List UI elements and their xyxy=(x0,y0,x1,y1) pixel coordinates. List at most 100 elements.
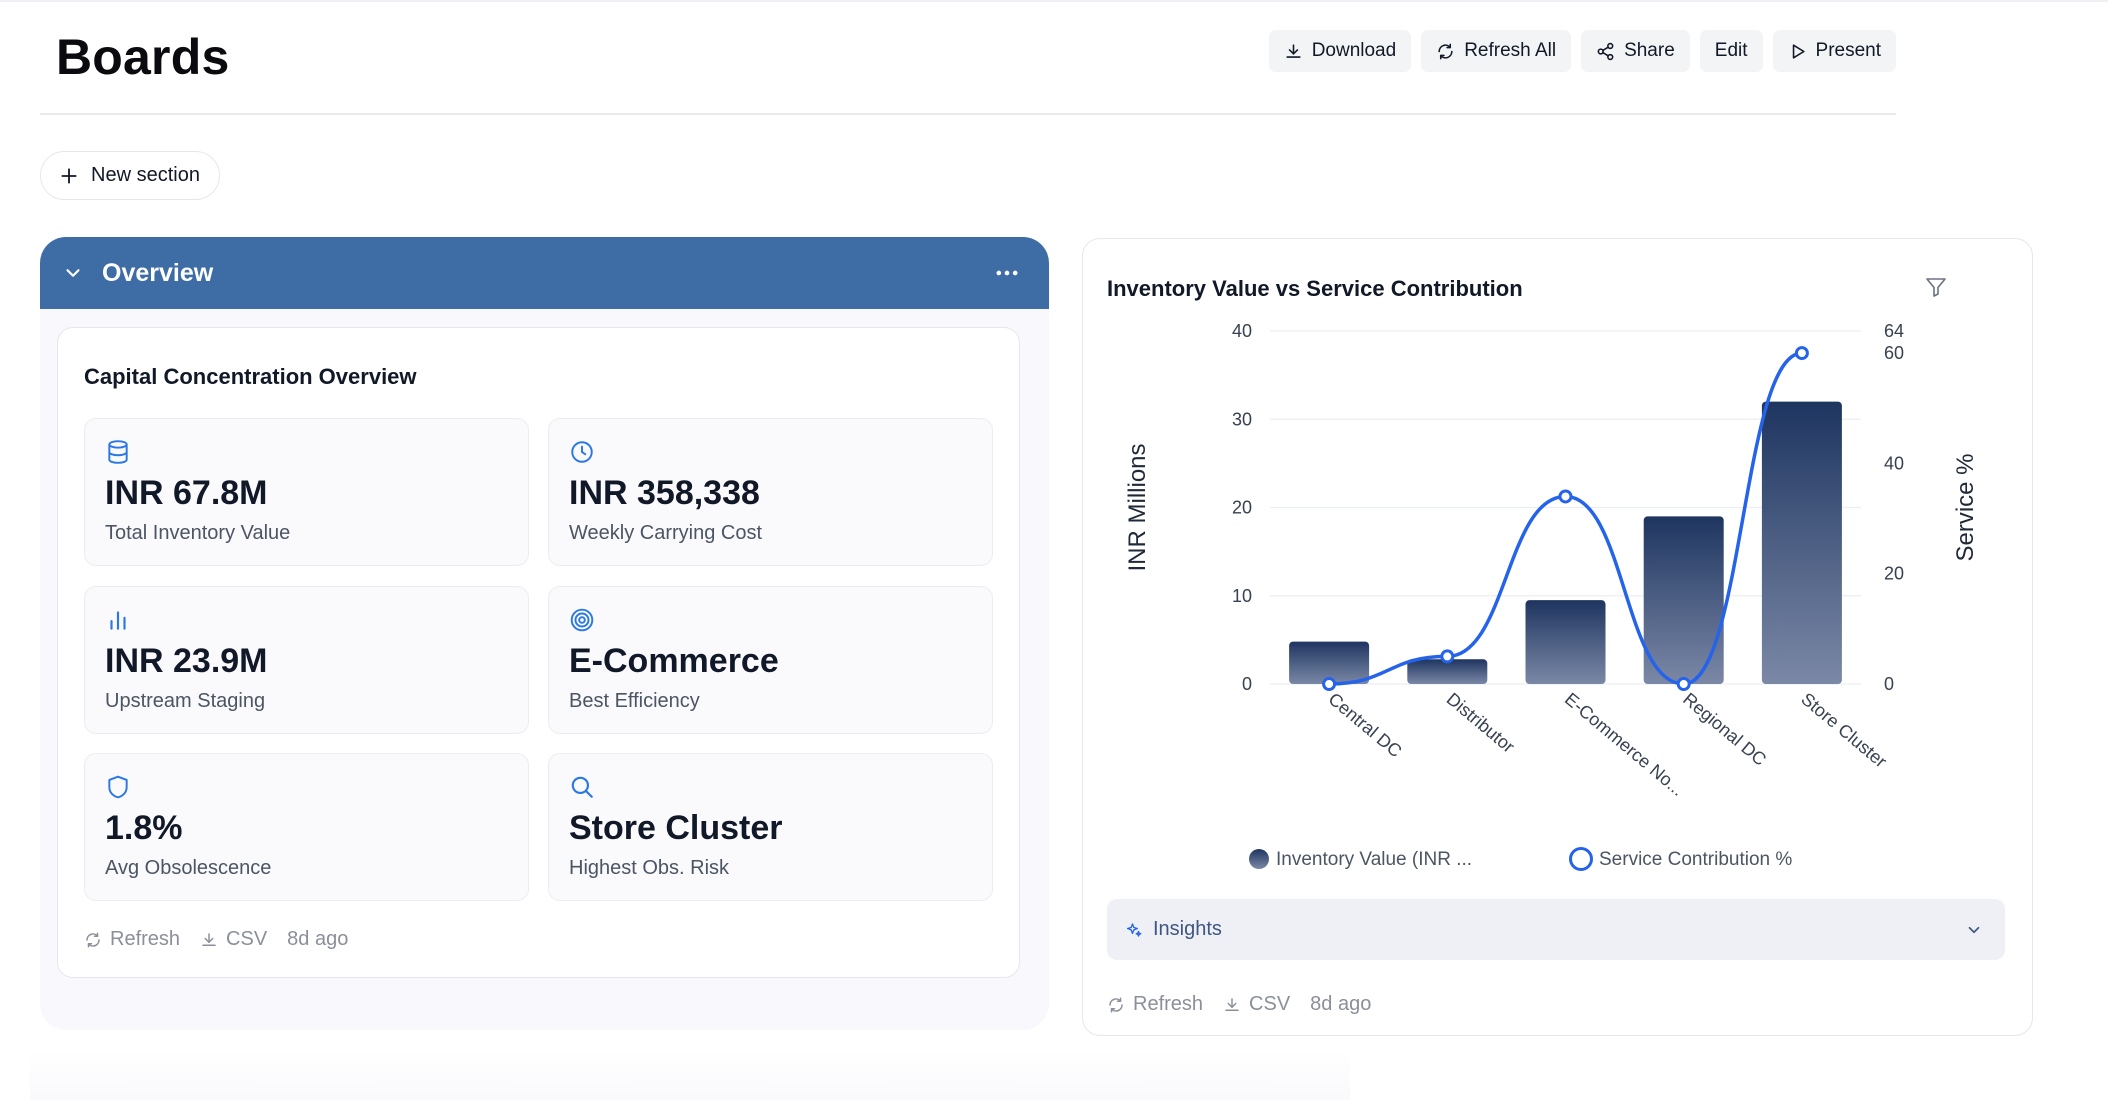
refresh-all-label: Refresh All xyxy=(1464,40,1557,61)
chart-bar xyxy=(1407,659,1488,684)
insights-panel[interactable]: Insights xyxy=(1107,899,2005,960)
kpi-label: Avg Obsolescence xyxy=(105,857,272,879)
search-icon xyxy=(571,776,593,798)
edit-button[interactable]: Edit xyxy=(1699,30,1763,72)
bar-chart-icon xyxy=(110,611,126,630)
share-icon xyxy=(1597,42,1614,60)
kpi-tile: INR 358,338 Weekly Carrying Cost xyxy=(548,418,993,566)
y2-tick-label: 40 xyxy=(1884,453,1904,473)
csv-label: CSV xyxy=(1249,993,1291,1015)
play-icon xyxy=(1792,43,1805,59)
filter-icon[interactable] xyxy=(1924,275,1948,299)
y-tick-label: 40 xyxy=(1232,321,1252,341)
x-tick-label: Store Cluster xyxy=(1797,689,1890,772)
target-icon xyxy=(570,608,594,632)
refresh-all-button[interactable]: Refresh All xyxy=(1421,30,1572,72)
section-header[interactable]: Overview xyxy=(40,237,1049,309)
series-point xyxy=(1322,677,1337,691)
y2-tick-label: 60 xyxy=(1884,343,1904,363)
chart-bar xyxy=(1643,516,1724,684)
kpi-card-title: Capital Concentration Overview xyxy=(84,364,417,389)
toolbar: Download Refresh All Share Edit Present xyxy=(1268,30,1896,72)
series-point xyxy=(1676,677,1691,691)
refresh-icon xyxy=(86,932,100,947)
csv-link[interactable]: CSV xyxy=(200,928,267,951)
series-point xyxy=(1440,649,1455,664)
download-icon xyxy=(1286,43,1301,58)
chart-card: Inventory Value vs Service Contribution … xyxy=(1082,238,2033,1036)
kpi-tile: INR 67.8M Total Inventory Value xyxy=(84,418,529,566)
kpi-value: E-Commerce xyxy=(569,642,779,680)
download-label: Download xyxy=(1311,40,1397,61)
kpi-value: INR 358,338 xyxy=(569,474,760,512)
page-bottom-fade xyxy=(30,1048,1350,1100)
y2-axis-title: Service % xyxy=(1952,453,1979,561)
refresh-icon xyxy=(1438,43,1453,59)
x-tick-label: E-Commerce No... xyxy=(1561,689,1688,800)
y-tick-label: 20 xyxy=(1232,498,1252,518)
refresh-label: Refresh xyxy=(110,928,181,950)
chart-bar xyxy=(1761,401,1842,684)
kpi-label: Best Efficiency xyxy=(569,690,700,712)
kpi-tile: Store Cluster Highest Obs. Risk xyxy=(548,753,993,901)
refresh-link[interactable]: Refresh xyxy=(1107,993,1203,1016)
download-button[interactable]: Download xyxy=(1268,30,1412,72)
overview-section: Overview Capital Concentration Overview … xyxy=(40,237,1049,1030)
chart-title: Inventory Value vs Service Contribution xyxy=(1107,276,1523,301)
shield-icon xyxy=(108,775,128,799)
csv-label: CSV xyxy=(226,928,268,950)
present-label: Present xyxy=(1815,40,1881,61)
series-point xyxy=(1558,489,1573,504)
share-label: Share xyxy=(1624,40,1675,61)
chart-bar xyxy=(1525,600,1606,684)
y2-tick-label: 20 xyxy=(1884,564,1904,584)
refresh-icon xyxy=(1109,997,1123,1012)
download-icon xyxy=(1225,997,1239,1011)
present-button[interactable]: Present xyxy=(1772,30,1896,72)
chevron-down-icon xyxy=(1968,926,1980,933)
csv-link[interactable]: CSV xyxy=(1223,993,1290,1016)
new-section-button[interactable]: New section xyxy=(40,151,220,200)
kpi-label: Highest Obs. Risk xyxy=(569,857,730,879)
edit-label: Edit xyxy=(1714,40,1748,61)
x-tick-label: Distributor xyxy=(1443,689,1519,757)
kpi-tile: E-Commerce Best Efficiency xyxy=(548,586,993,734)
chart-card-footer: Refresh CSV 8d ago xyxy=(1107,993,1371,1016)
chart-bar xyxy=(1289,641,1370,684)
share-button[interactable]: Share xyxy=(1581,30,1690,72)
insights-label: Insights xyxy=(1153,918,1222,940)
series-line xyxy=(1329,351,1803,686)
y-tick-label: 30 xyxy=(1232,409,1252,429)
kpi-card: Capital Concentration Overview INR 67.8M… xyxy=(57,327,1020,978)
plus-icon xyxy=(61,167,77,184)
x-tick-label: Central DC xyxy=(1325,689,1406,762)
header-divider xyxy=(40,113,1896,115)
kpi-card-footer: Refresh CSV 8d ago xyxy=(84,928,348,951)
refresh-link[interactable]: Refresh xyxy=(84,928,180,951)
legend-swatch-line xyxy=(1569,847,1593,871)
chevron-down-icon[interactable] xyxy=(62,262,84,284)
series-point xyxy=(1794,346,1809,361)
kpi-value: 1.8% xyxy=(105,809,183,847)
updated-age: 8d ago xyxy=(287,928,349,950)
legend-label: Service Contribution % xyxy=(1599,849,1792,870)
kpi-value: INR 67.8M xyxy=(105,474,268,512)
legend-label: Inventory Value (INR ... xyxy=(1276,849,1472,870)
updated-age: 8d ago xyxy=(1310,993,1372,1015)
y-axis-title: INR Millions xyxy=(1124,443,1151,571)
kpi-tile: 1.8% Avg Obsolescence xyxy=(84,753,529,901)
kpi-label: Total Inventory Value xyxy=(105,522,291,544)
x-tick-label: Regional DC xyxy=(1679,689,1770,770)
y2-tick-label: 0 xyxy=(1884,674,1894,694)
section-title: Overview xyxy=(102,258,214,287)
more-options-icon[interactable] xyxy=(993,259,1021,287)
y2-tick-label: 64 xyxy=(1884,321,1904,341)
y-tick-label: 0 xyxy=(1242,674,1252,694)
clock-icon xyxy=(571,441,593,463)
new-section-label: New section xyxy=(91,164,200,186)
sparkle-icon xyxy=(1126,922,1142,937)
kpi-label: Upstream Staging xyxy=(105,690,266,712)
download-icon xyxy=(202,932,216,946)
y-tick-label: 10 xyxy=(1232,586,1252,606)
